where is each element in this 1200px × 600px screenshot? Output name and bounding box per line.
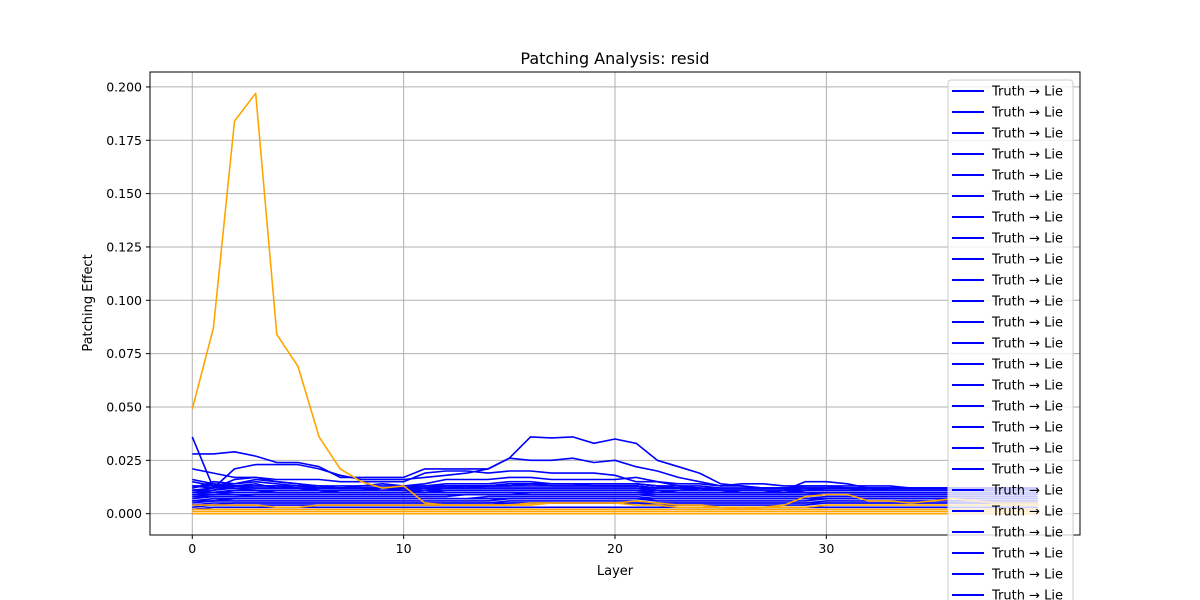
y-tick-label: 0.000	[106, 506, 142, 521]
legend-label: Truth → Lie	[991, 547, 1063, 562]
series-line-26	[192, 502, 1038, 509]
legend-label: Truth → Lie	[991, 484, 1063, 499]
legend-label: Truth → Lie	[991, 442, 1063, 457]
y-tick-label: 0.100	[106, 293, 142, 308]
x-axis-ticks: 0 10 20 30	[188, 535, 834, 556]
legend-label: Truth → Lie	[991, 463, 1063, 478]
legend-label: Truth → Lie	[991, 253, 1063, 268]
x-axis-label: Layer	[597, 564, 634, 579]
chart-title: Patching Analysis: resid	[520, 49, 709, 68]
legend-box	[947, 79, 1074, 600]
legend-label: Truth → Lie	[991, 400, 1063, 415]
legend-label: Truth → Lie	[991, 127, 1063, 142]
legend-label: Truth → Lie	[991, 190, 1063, 205]
legend-label: Truth → Lie	[991, 358, 1063, 373]
legend-label: Truth → Lie	[991, 85, 1063, 100]
series-line-24	[192, 482, 1038, 491]
legend-label: Truth → Lie	[991, 505, 1063, 520]
x-tick-label: 10	[396, 541, 412, 556]
series-line-22	[192, 506, 1038, 511]
legend-label: Truth → Lie	[991, 274, 1063, 289]
y-tick-label: 0.025	[106, 453, 142, 468]
legend-label: Truth → Lie	[991, 526, 1063, 541]
series-line-23	[192, 478, 1038, 494]
legend-label: Truth → Lie	[991, 421, 1063, 436]
x-tick-label: 0	[188, 541, 196, 556]
series-line-17	[192, 489, 1038, 496]
legend-label: Truth → Lie	[991, 589, 1063, 600]
legend-label: Truth → Lie	[991, 232, 1063, 247]
legend-label: Truth → Lie	[991, 316, 1063, 331]
legend-label: Truth → Lie	[991, 337, 1063, 352]
y-axis-label: Patching Effect	[81, 254, 96, 351]
legend-label: Truth → Lie	[991, 169, 1063, 184]
legend-label: Truth → Lie	[991, 379, 1063, 394]
x-tick-label: 30	[818, 541, 834, 556]
legend-label: Truth → Lie	[991, 568, 1063, 583]
y-axis-ticks: 0.000 0.025 0.050 0.075 0.100 0.125 0.150 0.175…	[106, 79, 150, 521]
series-line-19	[192, 493, 1038, 498]
series-lines	[191, 92, 1038, 515]
legend-label: Truth → Lie	[991, 211, 1063, 226]
legend-label: Truth → Lie	[991, 295, 1063, 310]
y-tick-label: 0.050	[106, 399, 142, 414]
series-line-20	[192, 497, 1038, 502]
y-tick-label: 0.150	[106, 186, 142, 201]
y-tick-label: 0.075	[106, 346, 142, 361]
legend-label: Truth → Lie	[991, 106, 1063, 121]
y-tick-label: 0.125	[106, 239, 142, 254]
legend-label: Truth → Lie	[991, 148, 1063, 163]
x-tick-label: 20	[607, 541, 623, 556]
series-line-2	[192, 468, 1038, 489]
legend: Truth → Lie Truth → Lie Truth → Lie Truth →…	[947, 79, 1074, 600]
y-tick-label: 0.175	[106, 133, 142, 148]
y-tick-label: 0.200	[106, 79, 142, 94]
